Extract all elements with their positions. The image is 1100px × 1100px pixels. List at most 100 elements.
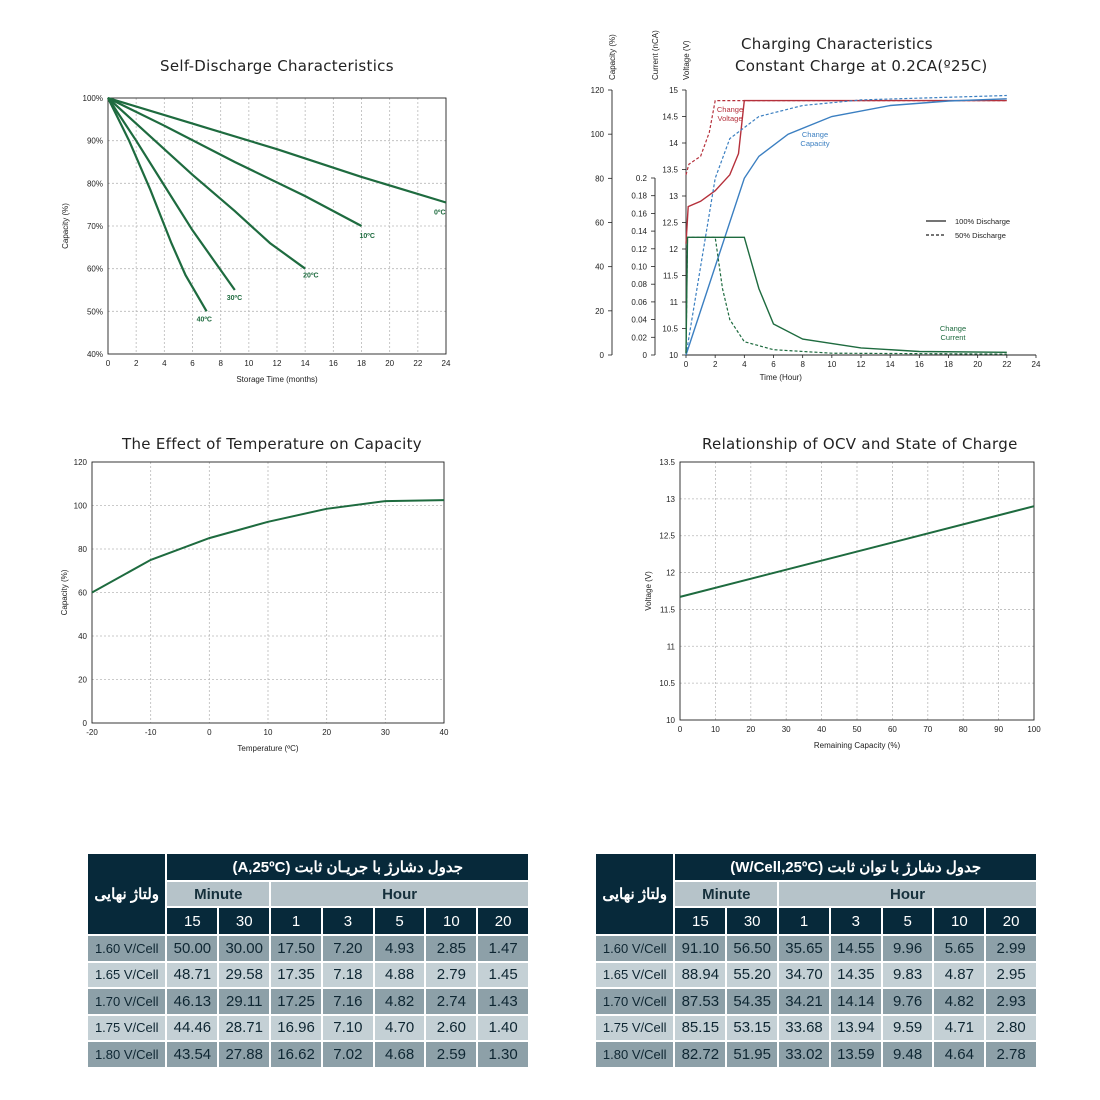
voltage-tick-label: 11.5 <box>663 272 679 281</box>
current-tick-label: 0 <box>643 351 648 360</box>
voltage-tick-label: 11 <box>670 298 679 307</box>
table-cell: 7.18 <box>323 962 373 987</box>
capacity-tick-label: 20 <box>595 307 604 316</box>
table-cell: 43.54 <box>167 1042 218 1067</box>
current-tick-label: 0.10 <box>631 263 647 272</box>
table-row: 1.75 V/Cell 44.46 28.71 16.96 7.10 4.70 2.60 1.… <box>88 1015 528 1040</box>
table-cell: 4.71 <box>934 1015 985 1040</box>
y-tick-label: 60% <box>87 265 103 274</box>
table-cell: 54.35 <box>727 989 778 1014</box>
charts-canvas: 0 2 4 6 8 10 12 14 16 18 20 22 2440%50%60%70%80%90%1… <box>60 30 1041 753</box>
table-cell: 1.40 <box>478 1015 528 1040</box>
table-cell: 85.15 <box>675 1015 726 1040</box>
row-voltage-label: 1.80 V/Cell <box>596 1042 674 1067</box>
self-discharge-title: Self-Discharge Characteristics <box>160 57 394 75</box>
table-cell: 9.48 <box>882 1042 933 1067</box>
table-cell: 4.82 <box>374 989 425 1014</box>
y-tick-label: 0 <box>83 719 88 728</box>
series-line-capacity-dashed <box>685 94 1007 356</box>
y-tick-label: 12 <box>666 569 675 578</box>
table-cell: 4.88 <box>374 962 425 987</box>
row-voltage-label: 1.65 V/Cell <box>596 962 674 987</box>
table-cell: 2.85 <box>426 936 477 961</box>
table-cell: 4.87 <box>934 962 985 987</box>
table-row: 1.70 V/Cell 46.13 29.11 17.25 7.16 4.82 2.74 1.… <box>88 989 528 1014</box>
table-cell: 50.00 <box>167 936 218 961</box>
y-tick-label: 90% <box>87 137 103 146</box>
row-voltage-label: 1.70 V/Cell <box>596 989 674 1014</box>
series-label: 0ºC <box>434 210 446 217</box>
y-tick-label: 40 <box>78 632 87 641</box>
table-row: 1.65 V/Cell 88.94 55.20 34.70 14.35 9.83 4.87 2… <box>596 962 1036 987</box>
table-cell: 2.59 <box>426 1042 477 1067</box>
voltage-tick-label: 12.5 <box>662 219 678 228</box>
table-cell: 55.20 <box>727 962 778 987</box>
x-tick-label: 0 <box>678 725 683 734</box>
x-tick-label: 60 <box>888 725 897 734</box>
table-cell: 27.88 <box>219 1042 270 1067</box>
table-cell: 7.20 <box>323 936 373 961</box>
table-cell: 17.35 <box>271 962 321 987</box>
table-cell: 16.96 <box>271 1015 321 1040</box>
charging-title: Charging Characteristics <box>741 35 933 53</box>
y-tick-label: 100% <box>83 94 103 103</box>
y-tick-label: 80 <box>78 545 87 554</box>
table-cell: 51.95 <box>727 1042 778 1067</box>
y-tick-label: 100 <box>74 502 88 511</box>
voltage-tick-label: 14 <box>669 139 678 148</box>
table-cell: 7.02 <box>323 1042 373 1067</box>
series-line <box>679 505 1035 598</box>
x-axis-label: Storage Time (months) <box>236 375 318 384</box>
current-tick-label: 0.16 <box>631 209 647 218</box>
row-voltage-label: 1.65 V/Cell <box>88 962 166 987</box>
series-label: 10ºC <box>360 233 375 240</box>
table-row: 1.80 V/Cell 43.54 27.88 16.62 7.02 4.68 2.59 1.… <box>88 1042 528 1067</box>
x-tick-label: 2 <box>134 359 139 368</box>
ocv-soc-title: Relationship of OCV and State of Charge <box>702 435 1018 453</box>
x-tick-label: 10 <box>827 360 836 369</box>
series-line-capacity-solid <box>685 98 1007 356</box>
y-tick-label: 40% <box>87 350 103 359</box>
x-tick-label: 18 <box>944 360 953 369</box>
x-tick-label: 20 <box>973 360 982 369</box>
x-tick-label: 10 <box>711 725 720 734</box>
series-line-voltage-dashed <box>685 100 1007 175</box>
plot-frame <box>679 461 1035 721</box>
table-cell: 2.60 <box>426 1015 477 1040</box>
series-label: 30ºC <box>227 295 242 302</box>
table-row: 1.75 V/Cell 85.15 53.15 33.68 13.94 9.59 4.71 2… <box>596 1015 1036 1040</box>
x-tick-label: 18 <box>357 359 366 368</box>
y-tick-label: 13 <box>666 495 675 504</box>
table-cell: 2.78 <box>986 1042 1036 1067</box>
current-tick-label: 0.14 <box>631 227 647 236</box>
table-cell: 13.94 <box>830 1015 881 1040</box>
table-cell: 28.71 <box>219 1015 270 1040</box>
current-tick-label: 0.02 <box>631 333 647 342</box>
series-line-10ºC <box>107 97 363 227</box>
x-axis-label: Remaining Capacity (%) <box>814 741 901 750</box>
voltage-tick-label: 10 <box>669 351 678 360</box>
x-tick-label: 14 <box>301 359 310 368</box>
table-row: 1.70 V/Cell 87.53 54.35 34.21 14.14 9.76 4.82 2… <box>596 989 1036 1014</box>
plot-frame <box>107 97 447 355</box>
table-cell: 29.58 <box>219 962 270 987</box>
constant-current-table: ولتاژ نهایی جدول دشارژ با جریـان ثابت (A… <box>86 852 530 1069</box>
table-cell: 91.10 <box>675 936 726 961</box>
x-tick-label: 30 <box>381 728 390 737</box>
x-tick-label: 8 <box>800 360 805 369</box>
table-cell: 53.15 <box>727 1015 778 1040</box>
x-tick-label: -20 <box>86 728 98 737</box>
capacity-tick-label: 120 <box>591 86 605 95</box>
x-tick-label: 2 <box>713 360 718 369</box>
legend-label: 100% Discharge <box>955 217 1010 226</box>
minute-group-header: Minute <box>167 882 270 906</box>
table-cell: 9.59 <box>882 1015 933 1040</box>
table-cell: 7.10 <box>323 1015 373 1040</box>
voltage-tick-label: 15 <box>669 86 678 95</box>
y-tick-label: 12.5 <box>659 532 675 541</box>
series-line <box>91 499 445 594</box>
current-tick-label: 0.04 <box>631 316 647 325</box>
table-cell: 9.76 <box>882 989 933 1014</box>
x-tick-label: 10 <box>244 359 253 368</box>
current-tick-label: 0.2 <box>636 174 648 183</box>
